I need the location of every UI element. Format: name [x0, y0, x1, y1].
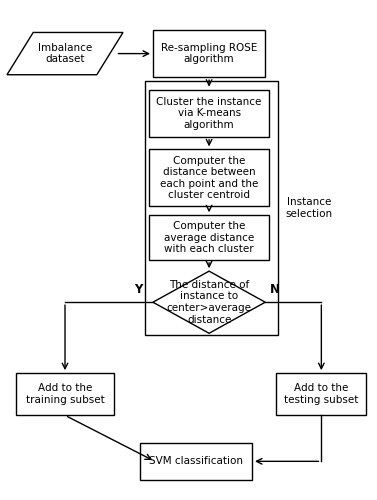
Text: Cluster the instance
via K-means
algorithm: Cluster the instance via K-means algorit…	[156, 96, 262, 130]
Text: Imbalance
dataset: Imbalance dataset	[38, 43, 92, 64]
FancyBboxPatch shape	[153, 30, 265, 77]
Polygon shape	[153, 271, 265, 334]
FancyBboxPatch shape	[149, 90, 269, 137]
Text: Add to the
testing subset: Add to the testing subset	[284, 384, 359, 405]
Text: Computer the
distance between
each point and the
cluster centroid: Computer the distance between each point…	[160, 156, 258, 200]
Text: Y: Y	[134, 283, 142, 296]
Polygon shape	[7, 32, 123, 74]
FancyBboxPatch shape	[149, 150, 269, 206]
Text: The distance of
instance to
center>average
distance: The distance of instance to center>avera…	[167, 280, 251, 324]
FancyBboxPatch shape	[140, 442, 252, 480]
FancyBboxPatch shape	[276, 373, 366, 416]
FancyBboxPatch shape	[16, 373, 113, 416]
Text: SVM classification: SVM classification	[149, 456, 243, 466]
Text: Add to the
training subset: Add to the training subset	[26, 384, 104, 405]
Text: Computer the
average distance
with each cluster: Computer the average distance with each …	[164, 221, 254, 254]
Text: Re-sampling ROSE
algorithm: Re-sampling ROSE algorithm	[161, 43, 257, 64]
FancyBboxPatch shape	[149, 215, 269, 260]
Text: Instance
selection: Instance selection	[286, 197, 333, 218]
Text: N: N	[270, 283, 280, 296]
